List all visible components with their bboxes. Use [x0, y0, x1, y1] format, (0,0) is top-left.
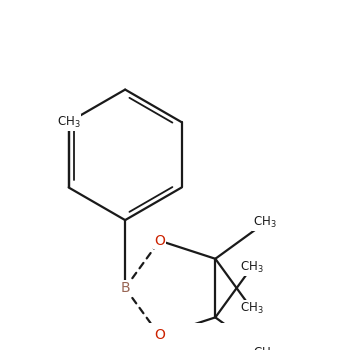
- Text: N: N: [63, 115, 74, 129]
- Text: CH$_3$: CH$_3$: [57, 115, 80, 130]
- Text: CH$_3$: CH$_3$: [253, 346, 277, 350]
- Text: O: O: [154, 234, 165, 248]
- Text: O: O: [154, 329, 165, 343]
- Text: CH$_3$: CH$_3$: [240, 301, 264, 316]
- Text: B: B: [120, 281, 130, 295]
- Text: CH$_3$: CH$_3$: [240, 260, 264, 275]
- Text: CH$_3$: CH$_3$: [253, 215, 277, 230]
